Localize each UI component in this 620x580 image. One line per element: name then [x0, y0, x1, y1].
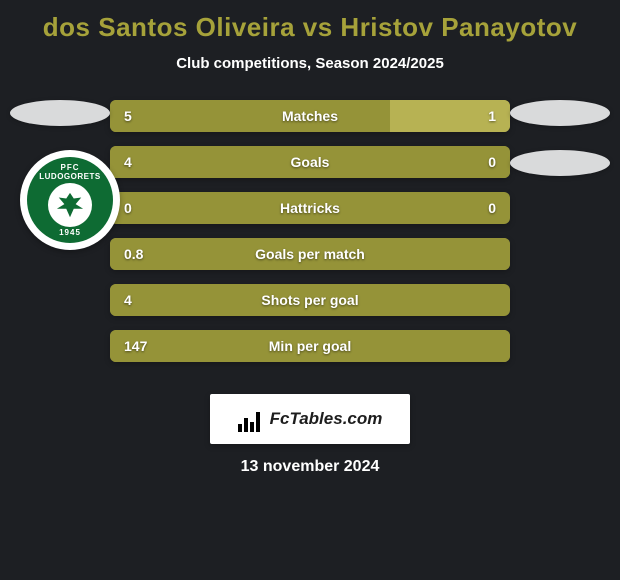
stat-label: Goals per match: [110, 238, 510, 270]
fctables-badge: FcTables.com: [210, 394, 410, 444]
club-badge-name: LUDOGORETS: [39, 172, 100, 181]
date-label: 13 november 2024: [0, 458, 620, 476]
club-badge-eagle-icon: [48, 183, 92, 227]
stat-left-value: 147: [124, 330, 147, 362]
stat-bars: Matches51Goals40Hattricks00Goals per mat…: [110, 100, 510, 362]
stat-right-value: 0: [488, 192, 496, 224]
fctables-label: FcTables.com: [270, 409, 383, 429]
club-badge: PFCLUDOGORETS 1945: [20, 150, 120, 250]
stat-label: Min per goal: [110, 330, 510, 362]
stat-row: Goals per match0.8: [110, 238, 510, 270]
stat-left-value: 0.8: [124, 238, 143, 270]
bars-icon: [238, 406, 264, 432]
stat-label: Hattricks: [110, 192, 510, 224]
stat-left-value: 4: [124, 146, 132, 178]
page-title: dos Santos Oliveira vs Hristov Panayotov: [0, 12, 620, 43]
team-flag-left: [10, 100, 110, 126]
team-flag-right: [510, 100, 610, 126]
comparison-card: dos Santos Oliveira vs Hristov Panayotov…: [0, 0, 620, 580]
stat-right-value: 1: [488, 100, 496, 132]
compare-area: Matches51Goals40Hattricks00Goals per mat…: [0, 100, 620, 376]
stat-label: Matches: [110, 100, 510, 132]
stat-label: Goals: [110, 146, 510, 178]
subtitle: Club competitions, Season 2024/2025: [0, 55, 620, 72]
stat-row: Shots per goal4: [110, 284, 510, 316]
stat-left-value: 5: [124, 100, 132, 132]
stat-row: Min per goal147: [110, 330, 510, 362]
club-badge-year: 1945: [59, 229, 81, 237]
stat-right-value: 0: [488, 146, 496, 178]
stat-label: Shots per goal: [110, 284, 510, 316]
stat-left-value: 4: [124, 284, 132, 316]
stat-left-value: 0: [124, 192, 132, 224]
team-flag-right: [510, 150, 610, 176]
stat-row: Matches5 1: [110, 100, 510, 132]
club-badge-top-text: PFC: [61, 164, 80, 172]
stat-row: Goals4 0: [110, 146, 510, 178]
stat-row: Hattricks0 0: [110, 192, 510, 224]
